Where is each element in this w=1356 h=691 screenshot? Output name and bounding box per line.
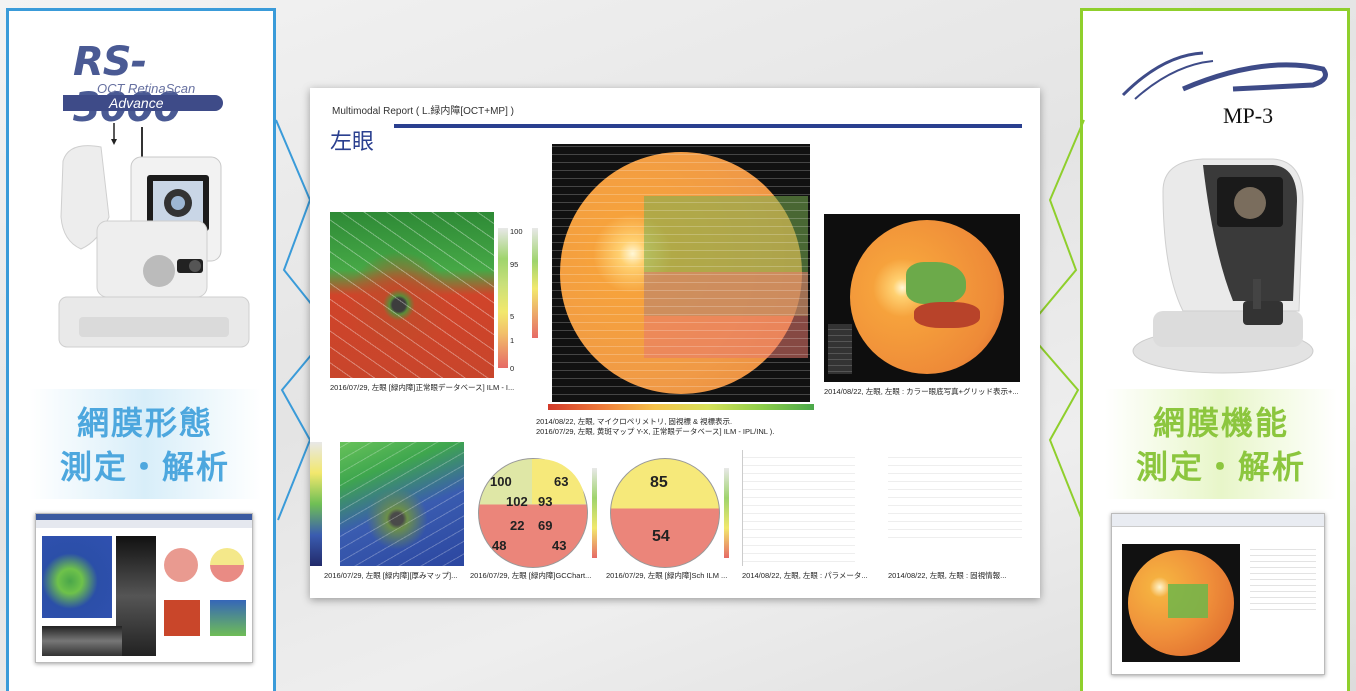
gcc-value-bottom-right: 43	[552, 538, 567, 553]
caption-color-fundus: 2014/08/22, 左眼, 左眼 : カラー眼底写真+グリッド表示+...	[824, 387, 1019, 396]
function-label: 網膜機能 測定・解析	[1105, 389, 1337, 499]
scale-tick-5: 5	[510, 312, 515, 321]
scale-tick-100: 100	[510, 227, 523, 236]
caption-sector-chart: 2016/07/29, 左眼 [緑内障]Sch ILM ...	[606, 571, 728, 580]
scale-tick-95: 95	[510, 260, 519, 269]
screenshot-toolbar	[1112, 514, 1324, 527]
deviation-scale-bar-2	[532, 228, 538, 338]
overlay-grid	[552, 144, 810, 402]
deviation-scale-bar	[498, 228, 508, 368]
deviation-map-vessels	[330, 212, 494, 378]
fundus-thumb-2	[210, 600, 246, 636]
sector-chart-thumb	[210, 548, 244, 582]
morphology-label: 網膜形態 測定・解析	[29, 389, 261, 499]
mp3-device-image	[1132, 158, 1314, 374]
mp3-parameter-table	[1250, 544, 1316, 614]
fundus-green-region	[906, 262, 966, 304]
function-label-line2: 測定・解析	[1135, 448, 1306, 486]
sector-scale	[724, 468, 729, 558]
rs3000-logo-sub: OCT RetinaScan	[97, 81, 196, 96]
oct-bscan-thumb	[116, 536, 156, 656]
caption-deviation-map: 2016/07/29, 左眼 [緑内障]正常眼データベース] ILM - I..…	[330, 383, 515, 392]
sector-value-upper: 85	[650, 474, 668, 491]
sector-chart	[610, 458, 720, 568]
thickness-map	[340, 442, 464, 566]
color-fundus-grid	[824, 214, 1020, 382]
mp3-grid-overlay	[1168, 584, 1208, 618]
gcc-value-inner-right: 93	[538, 494, 553, 509]
deviation-map	[330, 212, 494, 378]
rs3000-logo: RS-3000 OCT RetinaScan Advance	[53, 39, 243, 131]
morphology-label-line1: 網膜形態	[76, 404, 213, 442]
thickness-scale	[310, 442, 322, 566]
caption-parameter-table: 2014/08/22, 左眼, 左眼 : パラメータ...	[742, 571, 868, 580]
gcc-value-top-right: 63	[554, 474, 569, 489]
scale-tick-0: 0	[510, 364, 515, 373]
report-title: Multimodal Report ( L.緑内障[OCT+MP] )	[332, 106, 514, 117]
morphology-label-line2: 測定・解析	[59, 448, 230, 486]
mp3-software-screenshot	[1111, 513, 1325, 675]
report-eye-label: 左眼	[330, 130, 375, 155]
overlay-red-map	[644, 272, 808, 358]
gcc-value-bottom-left: 48	[492, 538, 507, 553]
left-panel-rs3000: RS-3000 OCT RetinaScan Advance 網膜形態 測定・解…	[6, 8, 276, 691]
gcc-value-lower-left: 22	[510, 518, 525, 533]
gcc-chart-thumb	[164, 548, 198, 582]
mp3-logo-text: MP-3	[1223, 103, 1274, 128]
mp3-fundus-thumb	[1122, 544, 1240, 662]
function-label-line1: 網膜機能	[1152, 404, 1289, 442]
gcc-value-lower-right: 69	[538, 518, 553, 533]
fixation-info-table	[888, 450, 1022, 540]
screenshot-toolbar	[36, 520, 252, 528]
caption-fixation-info: 2014/08/22, 左眼, 左眼 : 固視情報...	[888, 571, 1007, 580]
thickness-map-vessels	[340, 442, 464, 566]
thickness-map-thumb	[42, 536, 112, 618]
sector-value-lower: 54	[652, 528, 670, 545]
caption-gcc-chart: 2016/07/29, 左眼 [緑内障]GCChart...	[470, 571, 592, 580]
report-title-rule	[394, 124, 1022, 128]
mp3-logo-swoosh	[1121, 51, 1328, 100]
right-panel-mp3: MP-3 網膜機能 測定・解析	[1080, 8, 1350, 691]
microperimetry-overlay	[552, 144, 810, 402]
gcc-scale	[592, 468, 597, 558]
fundus-red-region	[914, 302, 980, 328]
gcc-value-inner-left: 102	[506, 494, 528, 509]
rs3000-logo-edition: Advance	[63, 95, 223, 111]
caption-thickness-map: 2016/07/29, 左眼 [緑内障][厚みマップ]...	[324, 571, 458, 580]
caption-microperimetry-1: 2014/08/22, 左眼, マイクロペリメトリ, 固視標 & 視標表示.	[536, 417, 733, 426]
screenshot-titlebar	[36, 514, 252, 520]
scale-tick-1: 1	[510, 336, 515, 345]
fundus-thumb-1	[164, 600, 200, 636]
oct-software-screenshot	[35, 513, 253, 663]
oct-device-image	[58, 123, 250, 348]
caption-microperimetry-2: 2016/07/29, 左眼, 黄斑マップ Y-X, 正常眼データベース] IL…	[536, 427, 775, 436]
overlay-color-scale	[548, 404, 814, 410]
multimodal-report: Multimodal Report ( L.緑内障[OCT+MP] ) 左眼 1…	[310, 88, 1040, 598]
fundus-legend	[828, 324, 852, 374]
gcc-value-top-left: 100	[490, 474, 512, 489]
oct-bscan-thumb-bottom	[42, 626, 122, 656]
parameter-table	[742, 450, 855, 566]
